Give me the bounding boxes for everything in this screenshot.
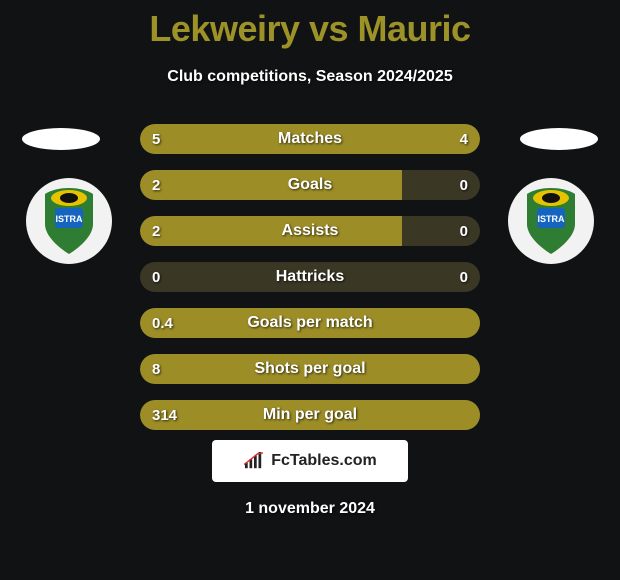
team-left-badge: ISTRA (26, 178, 112, 264)
stat-row: 20Goals (140, 170, 480, 200)
page-subtitle: Club competitions, Season 2024/2025 (0, 68, 620, 86)
stat-left-fill (140, 400, 480, 430)
stat-right-fill (330, 124, 480, 154)
stat-row: 8Shots per goal (140, 354, 480, 384)
stat-right-value: 0 (460, 216, 468, 246)
site-logo[interactable]: FcTables.com (212, 440, 408, 482)
footer-date: 1 november 2024 (0, 500, 620, 518)
stat-right-value: 0 (460, 262, 468, 292)
stat-left-fill (140, 308, 480, 338)
player-right-oval (520, 128, 598, 150)
site-logo-text: FcTables.com (271, 452, 377, 470)
player-left-oval (22, 128, 100, 150)
stat-left-fill (140, 354, 480, 384)
page-title: Lekweiry vs Mauric (0, 0, 620, 50)
stat-left-fill (140, 170, 402, 200)
stat-left-fill (140, 124, 330, 154)
stat-row: 20Assists (140, 216, 480, 246)
stat-label: Hattricks (140, 262, 480, 292)
stat-row: 314Min per goal (140, 400, 480, 430)
team-right-badge: ISTRA (508, 178, 594, 264)
stat-left-fill (140, 216, 402, 246)
stat-row: 0 0Hattricks (140, 262, 480, 292)
stat-row: 0.4Goals per match (140, 308, 480, 338)
stat-left-value: 0 (152, 262, 160, 292)
svg-text:ISTRA: ISTRA (538, 214, 566, 224)
stat-bars: 54Matches20Goals20Assists00Hattricks0.4G… (140, 124, 480, 446)
stat-right-value: 0 (460, 170, 468, 200)
team-crest-icon: ISTRA (39, 186, 99, 256)
svg-text:ISTRA: ISTRA (56, 214, 84, 224)
stat-row: 54Matches (140, 124, 480, 154)
team-crest-icon: ISTRA (521, 186, 581, 256)
chart-icon (243, 452, 265, 470)
